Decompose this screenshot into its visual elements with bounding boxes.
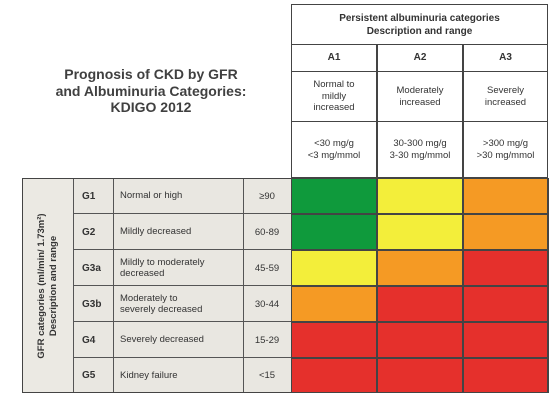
gfr-code-g4: G4: [82, 334, 96, 346]
row-separator: [74, 249, 291, 250]
gfr-code-g3a: G3a: [82, 262, 101, 274]
gfr-code-g1: G1: [82, 190, 96, 202]
albuminuria-desc-desc-line1: Normal to: [313, 79, 355, 91]
gfr-range-g3b: 30-44: [254, 298, 280, 310]
gfr-range-g1: ≥90: [259, 190, 275, 202]
albuminuria-header-line-2: Description and range: [366, 25, 473, 37]
risk-cell-g3a-a3: [463, 250, 548, 286]
risk-cell-g2-a1: [291, 214, 377, 250]
title-line-1: Prognosis of CKD by GFR: [64, 66, 238, 82]
gfr-desc-g5: Kidney failure: [113, 358, 243, 393]
albuminuria-desc-a1: Normal to mildly increased: [291, 72, 377, 122]
albuminuria-desc-desc-line2: mildly: [321, 90, 347, 102]
risk-cell-g5-a2: [377, 358, 463, 393]
gfr-desc-g4: Severely decreased: [113, 322, 243, 358]
chart-title: Prognosis of CKD by GFR and Albuminuria …: [20, 66, 282, 116]
gfr-range-g5: <15: [258, 370, 276, 381]
gfr-desc-desc-line2: decreased: [120, 268, 165, 279]
gfr-range-g3a: 45-59: [254, 262, 280, 274]
albuminuria-desc-desc-line2: increased: [484, 96, 527, 108]
row-separator: [74, 213, 291, 214]
albuminuria-range-range-line1: <30 mg/g: [314, 138, 354, 149]
gfr-code-g3b: G3b: [82, 298, 102, 310]
column-separator: [113, 178, 114, 393]
albuminuria-range-range-line2: >30 mg/mmol: [476, 149, 535, 161]
gfr-desc-desc-line1: Kidney failure: [120, 369, 178, 381]
gfr-desc-g3a: Mildly to moderately decreased: [113, 250, 243, 286]
risk-cell-g3b-a2: [377, 286, 463, 322]
gfr-code-g5: G5: [82, 370, 96, 381]
row-separator: [74, 321, 291, 322]
risk-cell-g4-a1: [291, 322, 377, 358]
risk-cell-g1-a1: [291, 178, 377, 214]
albuminuria-header: Persistent albuminuria categories Descri…: [291, 4, 548, 45]
risk-cell-g5-a1: [291, 358, 377, 393]
albuminuria-desc-a3: Severely increased: [463, 72, 548, 122]
risk-cell-g3b-a1: [291, 286, 377, 322]
albuminuria-code-a2: A2: [377, 45, 463, 72]
gfr-desc-desc-line2: severely decreased: [120, 304, 203, 315]
risk-cell-g4-a2: [377, 322, 463, 358]
albuminuria-range-range-line1: 30-300 mg/g: [393, 138, 447, 149]
risk-cell-g1-a3: [463, 178, 548, 214]
albuminuria-range-a1: <30 mg/g <3 mg/mmol: [291, 122, 377, 178]
albuminuria-header-line-1: Persistent albuminuria categories: [339, 13, 500, 24]
albuminuria-range-range-line2: <3 mg/mmol: [307, 149, 361, 161]
risk-cell-g3a-a1: [291, 250, 377, 286]
gfr-desc-desc-line1: Normal or high: [120, 190, 183, 202]
risk-cell-g2-a2: [377, 214, 463, 250]
gfr-desc-desc-line1: Mildly to moderately: [120, 256, 205, 268]
gfr-range-g4: 15-29: [254, 334, 280, 346]
row-separator: [74, 357, 291, 358]
title-line-2: and Albuminuria Categories:: [55, 82, 247, 99]
gfr-code-g2: G2: [82, 226, 96, 238]
risk-cell-g4-a3: [463, 322, 548, 358]
risk-cell-g3b-a3: [463, 286, 548, 322]
albuminuria-desc-a2: Moderately increased: [377, 72, 463, 122]
albuminuria-desc-desc-line1: Severely: [487, 85, 524, 96]
row-separator: [74, 285, 291, 286]
albuminuria-range-range-line1: >300 mg/g: [482, 138, 529, 149]
gfr-range-g2: 60-89: [254, 226, 280, 238]
albuminuria-code-a3: A3: [463, 45, 548, 72]
albuminuria-range-a2: 30-300 mg/g 3-30 mg/mmol: [377, 122, 463, 178]
albuminuria-range-range-line2: 3-30 mg/mmol: [389, 149, 451, 161]
column-separator: [243, 178, 244, 393]
risk-cell-g3a-a2: [377, 250, 463, 286]
gfr-desc-g1: Normal or high: [113, 178, 243, 214]
gfr-desc-g2: Mildly decreased: [113, 214, 243, 250]
albuminuria-code-a1: A1: [291, 45, 377, 72]
albuminuria-desc-desc-line1: Moderately: [396, 85, 444, 96]
gfr-desc-desc-line1: Severely decreased: [120, 334, 204, 346]
gfr-desc-desc-line1: Mildly decreased: [120, 226, 192, 238]
albuminuria-desc-desc-line2: increased: [399, 96, 441, 108]
risk-cell-g1-a2: [377, 178, 463, 214]
risk-cell-g2-a3: [463, 214, 548, 250]
gfr-desc-g3b: Moderately to severely decreased: [113, 286, 243, 322]
albuminuria-range-a3: >300 mg/g >30 mg/mmol: [463, 122, 548, 178]
gfr-desc-desc-line1: Moderately to: [120, 292, 178, 304]
grid-border: [22, 178, 549, 393]
title-line-3: KDIGO 2012: [110, 99, 192, 115]
albuminuria-desc-desc-line3: increased: [313, 102, 355, 114]
